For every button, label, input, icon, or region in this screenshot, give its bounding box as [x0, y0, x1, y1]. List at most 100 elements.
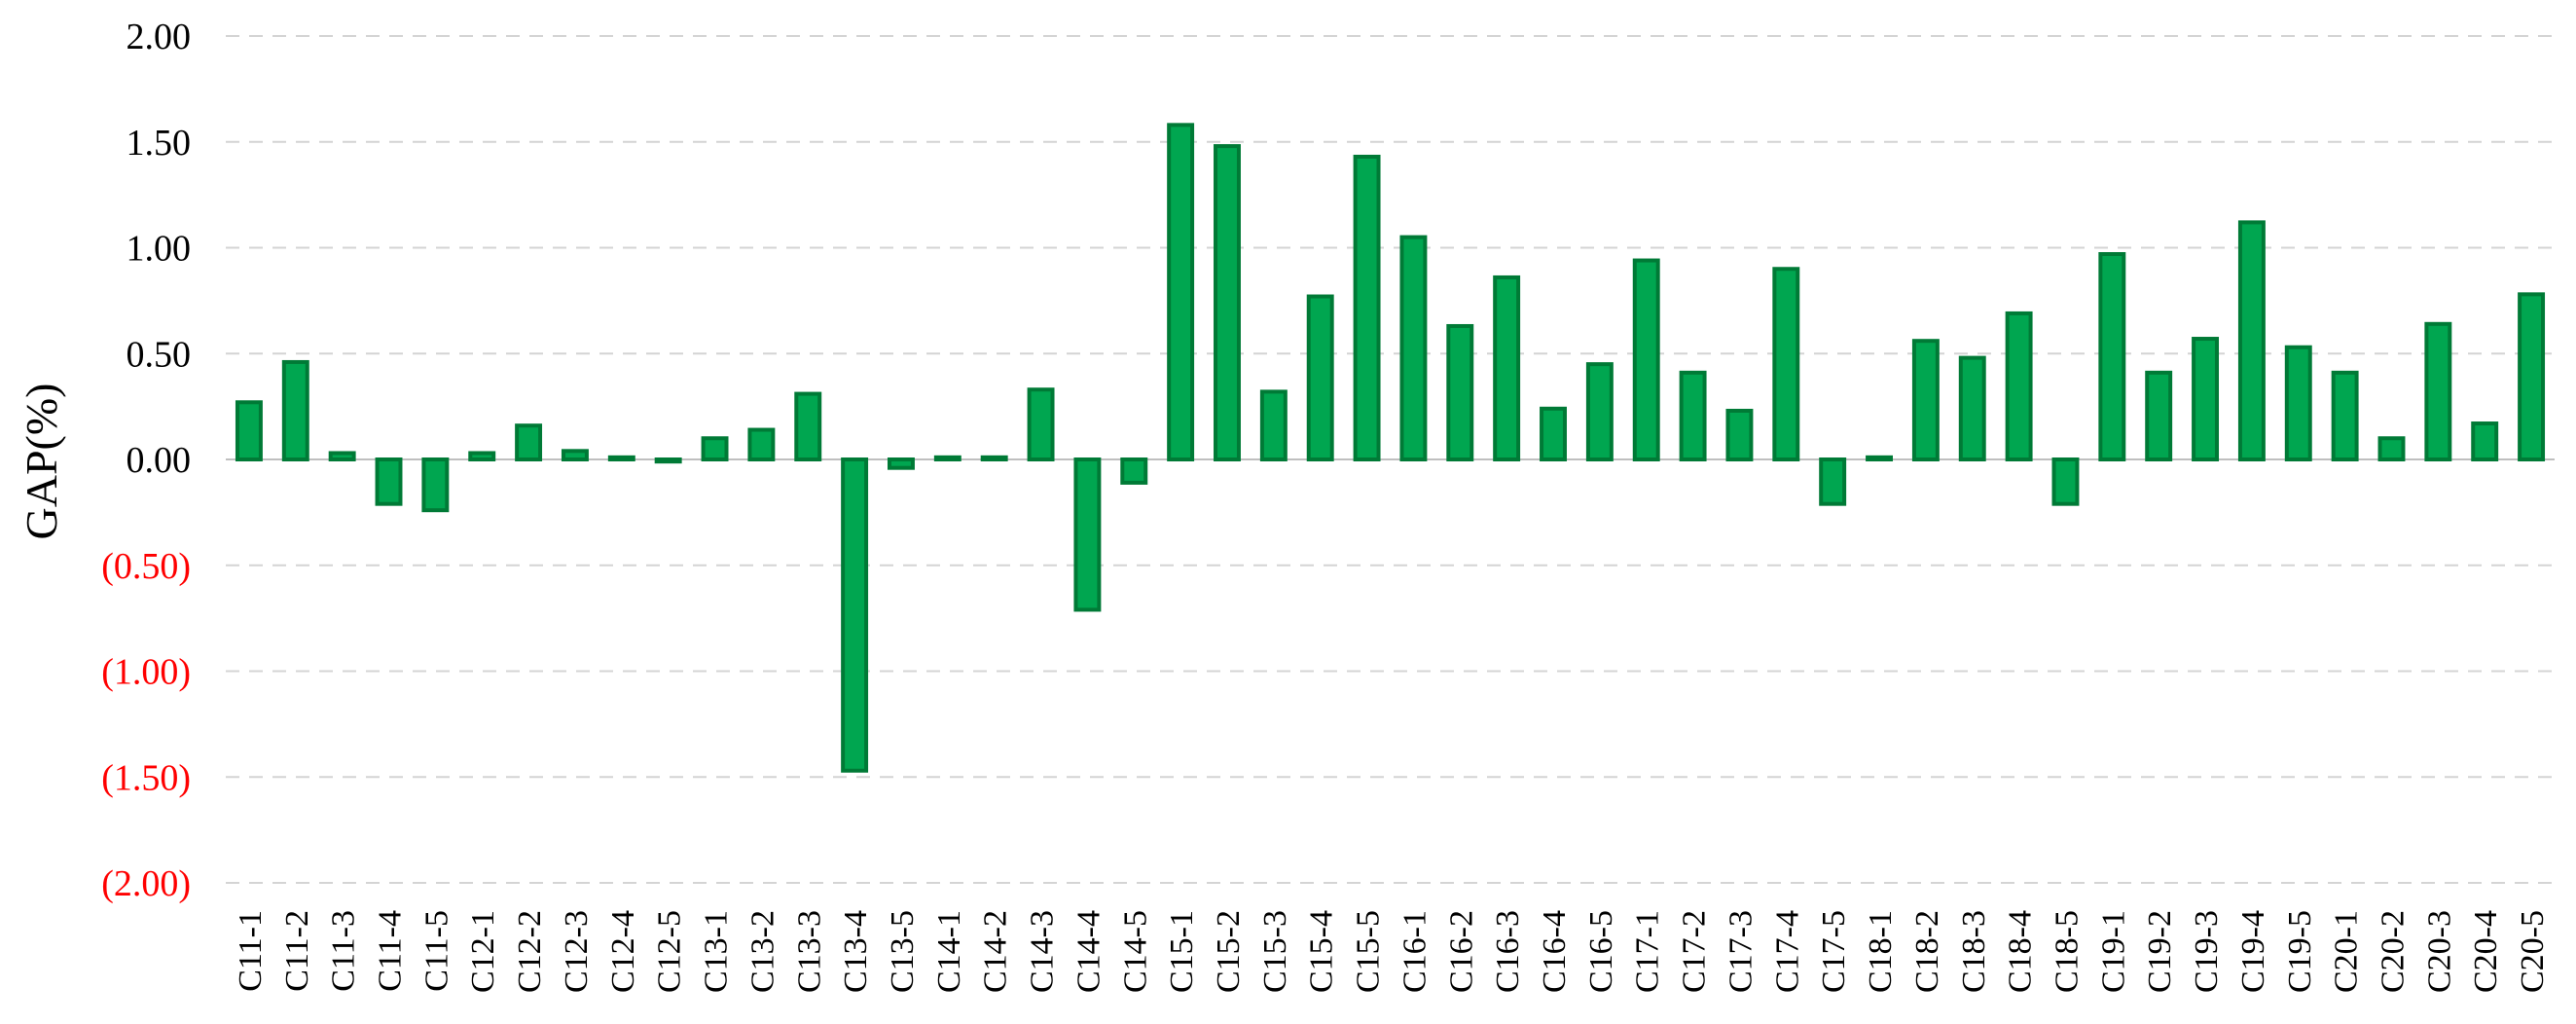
x-tick-label: C11-2: [279, 910, 315, 992]
x-tick-label: C20-5: [2515, 910, 2551, 993]
bar-C19-2: [2145, 370, 2173, 462]
bar-C18-2: [1911, 339, 1940, 462]
x-tick-label: C16-2: [1443, 910, 1479, 993]
bar-C15-1: [1167, 123, 1195, 461]
bar-C16-3: [1493, 274, 1521, 462]
x-tick-label: C11-4: [373, 910, 409, 992]
y-tick-label: 1.00: [127, 229, 192, 270]
x-tick-label: C17-2: [1677, 910, 1713, 993]
y-tick-label: (2.00): [101, 863, 191, 904]
y-tick-label: (1.50): [101, 757, 191, 798]
x-tick-label: C19-5: [2282, 910, 2318, 993]
x-tick-label: C19-3: [2189, 910, 2225, 993]
x-tick-label: C12-3: [559, 910, 595, 993]
x-tick-label: C15-3: [1257, 910, 1293, 993]
bar-C15-3: [1259, 389, 1288, 461]
bar-C18-3: [1958, 355, 1986, 462]
x-tick-label: C11-5: [418, 910, 454, 992]
x-tick-label: C19-2: [2142, 910, 2178, 993]
x-tick-label: C14-5: [1117, 910, 1153, 993]
bar-C13-4: [841, 457, 869, 773]
x-tick-label: C12-1: [465, 910, 501, 993]
x-tick-label: C15-5: [1351, 910, 1387, 993]
bar-C12-4: [607, 455, 635, 462]
x-tick-label: C15-2: [1211, 910, 1247, 993]
x-tick-label: C19-1: [2095, 910, 2131, 993]
x-tick-label: C16-4: [1537, 910, 1573, 993]
x-tick-label: C13-1: [699, 910, 735, 993]
bar-C14-5: [1120, 457, 1148, 485]
bar-C14-2: [980, 455, 1008, 462]
x-tick-label: C18-2: [1909, 910, 1945, 993]
x-tick-label: C14-4: [1070, 910, 1107, 993]
y-tick-label: 0.50: [127, 334, 192, 375]
x-tick-label: C12-5: [652, 910, 688, 993]
x-tick-label: C20-4: [2468, 910, 2504, 993]
y-tick-label: (0.50): [101, 546, 191, 587]
bar-C13-3: [794, 391, 822, 462]
bar-C17-5: [1819, 457, 1847, 506]
bar-C11-1: [235, 400, 263, 461]
bar-C11-4: [375, 457, 403, 506]
x-tick-label: C14-2: [978, 910, 1014, 993]
y-tick-label: (1.00): [101, 652, 191, 693]
x-tick-label: C18-3: [1956, 910, 1992, 993]
x-tick-label: C16-5: [1583, 910, 1619, 993]
x-tick-label: C11-1: [233, 910, 269, 992]
bar-C19-1: [2098, 252, 2126, 461]
bar-C16-2: [1446, 323, 1474, 461]
bar-C11-2: [281, 359, 309, 462]
bar-C18-4: [2005, 311, 2033, 461]
x-tick-label: C13-5: [885, 910, 921, 993]
bar-C13-5: [888, 457, 915, 470]
bar-C17-1: [1632, 258, 1660, 461]
bar-C15-5: [1353, 154, 1381, 461]
x-tick-label: C13-3: [791, 910, 827, 993]
x-axis-ticks: C11-1 C11-2 C11-3 C11-4 C11-5 C12-1 C12-2 C12-3…: [233, 910, 2551, 993]
bar-C14-3: [1027, 387, 1055, 462]
bar-C19-5: [2284, 345, 2312, 462]
x-tick-label: C13-2: [744, 910, 780, 993]
bar-C14-4: [1073, 457, 1102, 612]
y-axis-title: GAP(%): [17, 384, 66, 540]
x-tick-label: C20-2: [2375, 910, 2411, 993]
x-tick-label: C17-1: [1630, 910, 1666, 993]
bar-C16-1: [1399, 235, 1428, 461]
x-tick-label: C17-3: [1723, 910, 1759, 993]
bar-C13-2: [747, 427, 776, 461]
bars: [235, 123, 2546, 773]
x-tick-label: C18-4: [2003, 910, 2039, 993]
x-tick-label: C14-1: [931, 910, 967, 993]
x-tick-label: C19-4: [2235, 910, 2271, 993]
x-tick-label: C15-4: [1304, 910, 1340, 993]
bar-C13-1: [701, 436, 729, 461]
bar-C20-4: [2471, 421, 2499, 461]
x-tick-label: C12-4: [605, 910, 641, 993]
x-tick-label: C18-5: [2049, 910, 2085, 993]
bar-C16-5: [1585, 362, 1614, 461]
bar-C11-3: [328, 451, 356, 462]
bar-C17-4: [1772, 267, 1800, 461]
x-tick-label: C20-3: [2421, 910, 2457, 993]
y-tick-label: 2.00: [127, 17, 192, 57]
bar-C12-1: [468, 451, 496, 462]
bar-C20-2: [2377, 436, 2406, 461]
y-axis-ticks: 2.00 1.50 1.00 0.50 0.00 (0.50) (1.00) (1.50) (2…: [101, 17, 191, 904]
x-tick-label: C15-1: [1164, 910, 1200, 993]
x-tick-label: C16-3: [1490, 910, 1526, 993]
bar-C20-1: [2331, 370, 2359, 462]
bar-C20-5: [2518, 292, 2546, 461]
bar-C17-3: [1725, 408, 1754, 462]
bar-C18-1: [1866, 455, 1893, 462]
bar-C19-3: [2192, 337, 2220, 461]
bar-C11-5: [421, 457, 450, 513]
bar-C14-1: [933, 455, 961, 462]
bar-C17-2: [1679, 370, 1707, 462]
x-tick-label: C11-3: [326, 910, 362, 992]
bar-C18-5: [2051, 457, 2080, 506]
x-tick-label: C13-4: [838, 910, 874, 993]
x-tick-label: C12-2: [512, 910, 548, 993]
x-tick-label: C17-4: [1769, 910, 1805, 993]
